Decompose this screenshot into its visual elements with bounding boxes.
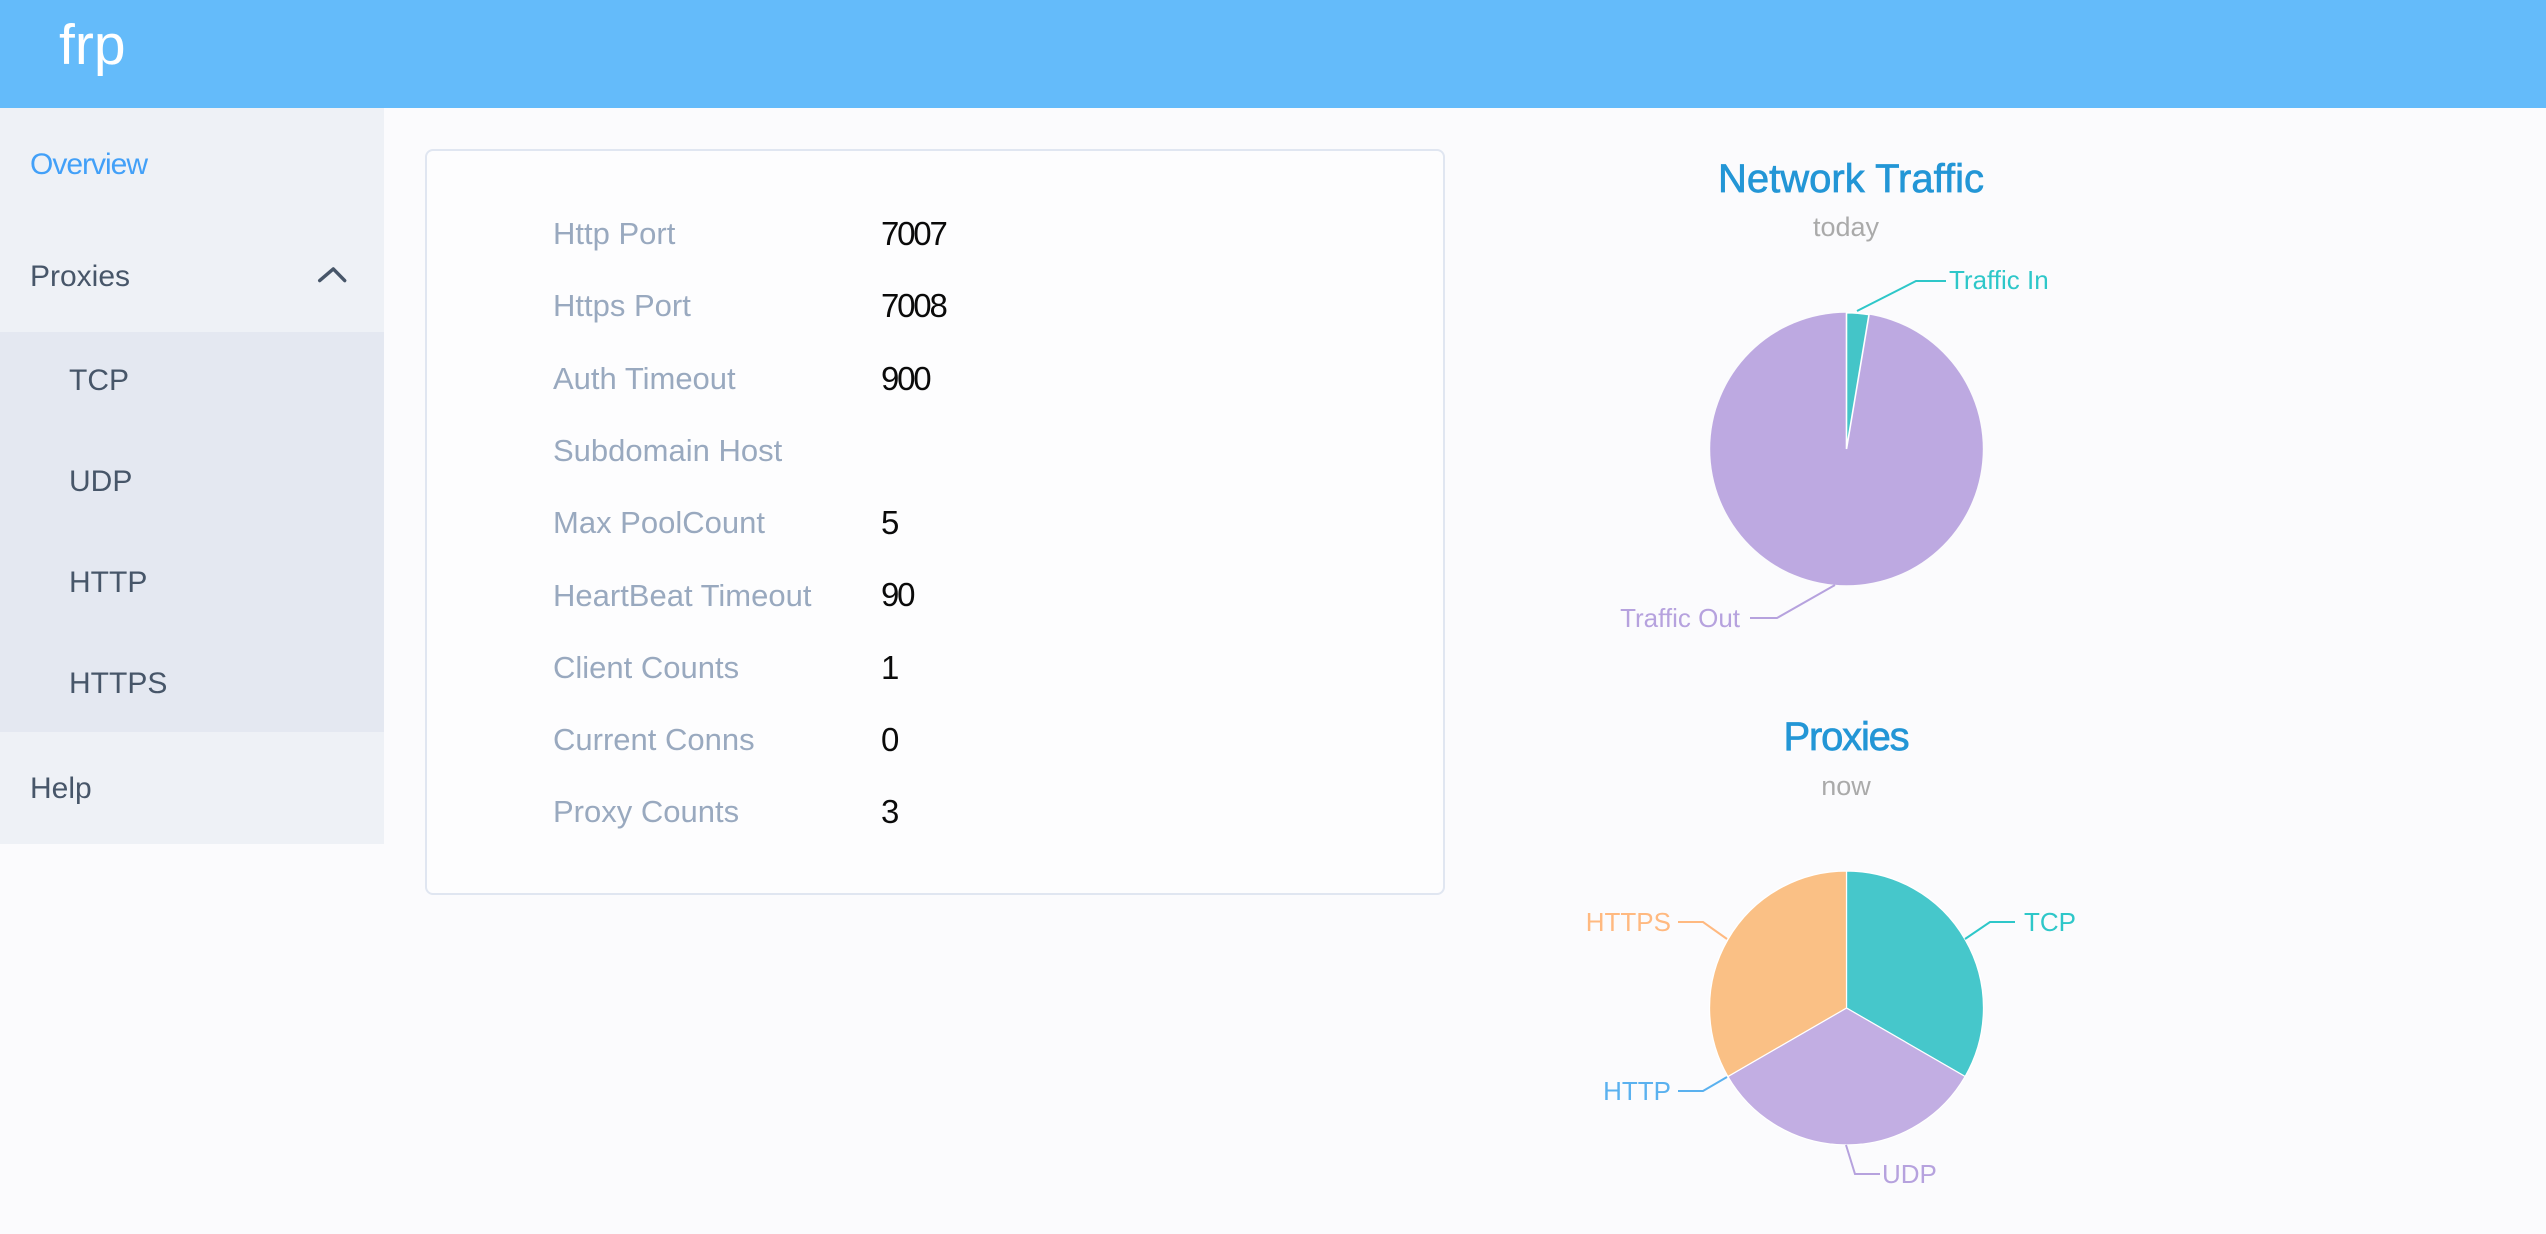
- svg-text:HTTPS: HTTPS: [1586, 907, 1671, 937]
- svg-text:Traffic Out: Traffic Out: [1620, 603, 1741, 633]
- svg-text:HTTP: HTTP: [1603, 1076, 1671, 1106]
- svg-text:Traffic In: Traffic In: [1949, 265, 2049, 295]
- svg-text:Proxies: Proxies: [1784, 715, 1909, 759]
- svg-text:today: today: [1813, 212, 1880, 242]
- svg-text:now: now: [1821, 771, 1871, 801]
- svg-text:UDP: UDP: [1882, 1159, 1937, 1189]
- svg-text:Network Traffic: Network Traffic: [1718, 157, 1984, 201]
- svg-text:TCP: TCP: [2024, 907, 2076, 937]
